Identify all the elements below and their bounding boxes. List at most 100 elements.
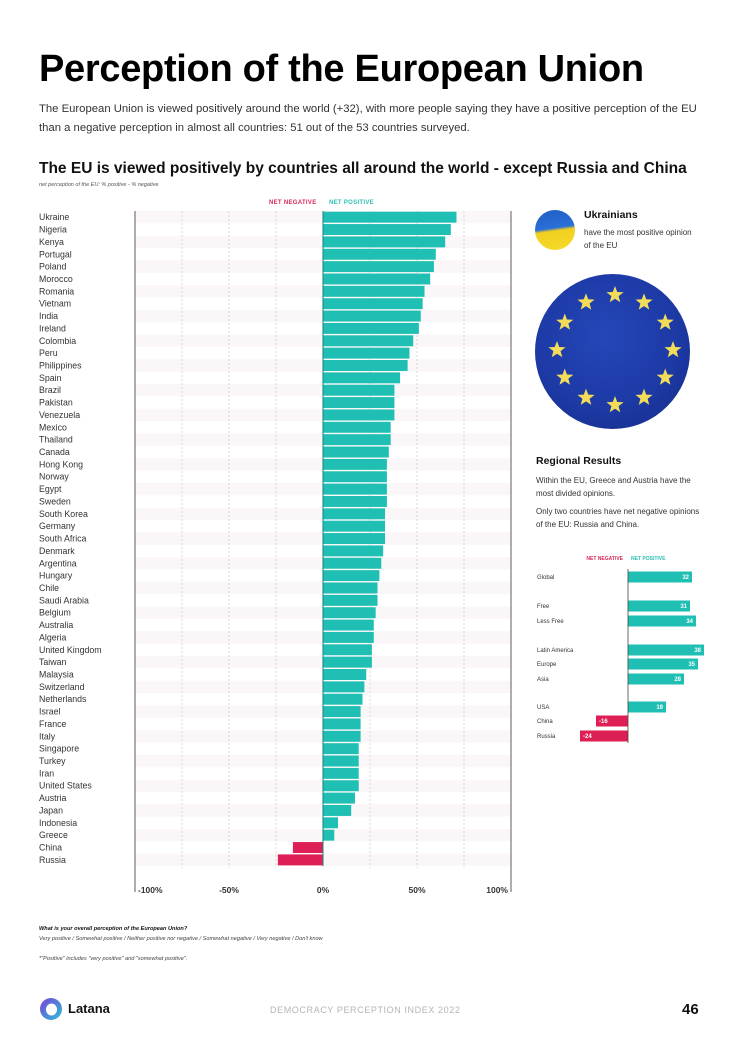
row-label: Colombia: [39, 336, 76, 346]
row-label: Chile: [39, 583, 59, 593]
row-label: Hong Kong: [39, 459, 83, 469]
row-label: Austria: [39, 793, 66, 803]
row-label: Poland: [39, 262, 66, 272]
bar-denmark: [323, 545, 384, 557]
bar-kenya: [323, 236, 446, 248]
row-label: Iran: [39, 768, 54, 778]
row-label: Saudi Arabia: [39, 595, 89, 605]
row-label: Germany: [39, 521, 76, 531]
latana-logo-icon: [40, 998, 62, 1020]
bar-canada: [323, 446, 389, 458]
eu-star-icon: [606, 396, 624, 413]
eu-star-icon: [548, 341, 566, 358]
bar-romania: [323, 285, 425, 297]
bar-switzerland: [323, 681, 365, 693]
eu-star-icon: [577, 388, 595, 405]
bar-colombia: [323, 335, 414, 347]
ukraine-flag-icon: [535, 210, 575, 250]
row-label: India: [39, 311, 58, 321]
row-label: Peru: [39, 348, 58, 358]
bar-netherlands: [323, 693, 363, 705]
bar-austria: [323, 792, 355, 804]
bar-mexico: [323, 421, 391, 433]
bar-philippines: [323, 360, 408, 371]
row-label: China: [39, 843, 62, 853]
row-label: Australia: [39, 620, 73, 630]
bar-malaysia: [323, 669, 367, 680]
report-title: DEMOCRACY PERCEPTION INDEX 2022: [270, 1005, 461, 1015]
bar-south-korea: [323, 508, 386, 520]
bar-israel: [323, 706, 361, 718]
eu-star-icon: [635, 293, 653, 310]
x-tick-label: 50%: [408, 885, 425, 895]
bar-spain: [323, 372, 401, 384]
country-bar-chart: Ukraine Nigeria Kenya Portugal Poland Morocco…: [39, 211, 512, 895]
row-label: Canada: [39, 447, 70, 457]
row-label: Morocco: [39, 274, 73, 284]
eu-flag-icon: [535, 274, 690, 429]
bar-algeria: [323, 631, 374, 643]
row-label: Mexico: [39, 422, 67, 432]
bar-peru: [323, 347, 410, 359]
eu-star-icon: [664, 341, 682, 358]
row-label: Egypt: [39, 484, 62, 494]
row-label: United Kingdom: [39, 645, 102, 655]
bar-russia: [277, 854, 323, 866]
eu-star-icon: [635, 388, 653, 405]
regional-title: Regional Results: [536, 455, 622, 467]
bar-japan: [323, 804, 352, 816]
row-label: Greece: [39, 830, 68, 840]
bar-china: [292, 842, 323, 854]
bar-france: [323, 718, 361, 730]
regional-text-negative: Only two countries have net negative opi…: [536, 507, 700, 529]
bar-ukraine: [323, 211, 457, 223]
bar-venezuela: [323, 409, 395, 421]
eu-star-icon: [577, 293, 595, 310]
bar-indonesia: [323, 817, 339, 829]
bar-thailand: [323, 434, 391, 446]
survey-question: What is your overall perception of the E…: [39, 926, 188, 932]
row-label: Ukraine: [39, 212, 69, 222]
row-label: Malaysia: [39, 670, 74, 680]
eu-star-icon: [656, 368, 674, 385]
bar-turkey: [323, 755, 359, 767]
row-label: Taiwan: [39, 657, 66, 667]
intro-paragraph: The European Union is viewed positively …: [39, 103, 697, 134]
bar-iran: [323, 767, 359, 779]
row-label: Norway: [39, 472, 69, 482]
eu-star-icon: [656, 313, 674, 330]
row-label: Japan: [39, 805, 63, 815]
bar-australia: [323, 619, 374, 631]
row-label: Netherlands: [39, 694, 87, 704]
row-label: Romania: [39, 286, 74, 296]
row-label: Pakistan: [39, 398, 73, 408]
page-title: Perception of the European Union: [39, 48, 644, 90]
bar-vietnam: [323, 298, 423, 310]
row-label: United States: [39, 781, 92, 791]
regional-text-eu: Within the EU, Greece and Austria have t…: [536, 476, 691, 498]
row-label: Turkey: [39, 756, 66, 766]
x-tick-label: -50%: [219, 885, 239, 895]
bar-sweden: [323, 495, 387, 507]
chart-title: The EU is viewed positively by countries…: [39, 160, 687, 177]
bar-taiwan: [323, 656, 372, 668]
row-label: South Korea: [39, 509, 88, 519]
row-label: Algeria: [39, 632, 66, 642]
x-tick-label: 100%: [486, 885, 508, 895]
row-label: Indonesia: [39, 818, 77, 828]
row-label: Hungary: [39, 571, 73, 581]
callout-title: Ukrainians: [584, 209, 638, 221]
page-number: 46: [682, 1001, 699, 1018]
row-label: Spain: [39, 373, 62, 383]
x-tick-label: -100%: [138, 885, 163, 895]
bar-chile: [323, 582, 378, 594]
bar-portugal: [323, 248, 436, 260]
bar-argentina: [323, 557, 382, 569]
brand-name: Latana: [68, 1001, 110, 1016]
bar-nigeria: [323, 224, 451, 236]
row-label: Ireland: [39, 323, 66, 333]
bar-poland: [323, 261, 434, 273]
legend-net-positive: NET POSITIVE: [329, 200, 374, 206]
bar-germany: [323, 520, 386, 532]
bar-india: [323, 310, 421, 322]
